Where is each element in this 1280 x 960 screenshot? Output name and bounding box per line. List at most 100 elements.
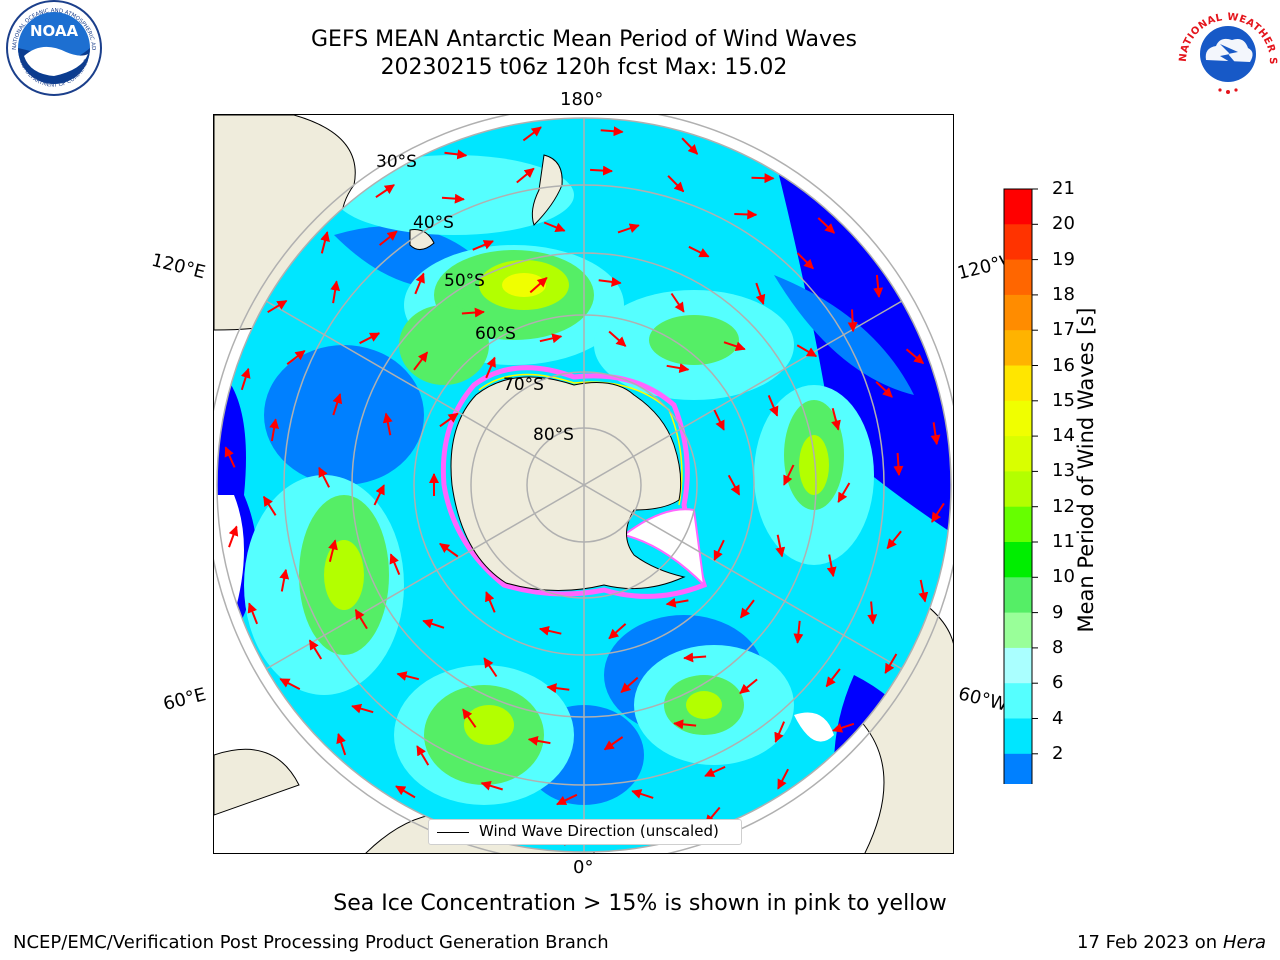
wave-direction-arrow [673, 719, 697, 730]
noaa-logo-text: NOAA [30, 22, 79, 40]
colorbar-segment [1004, 718, 1032, 755]
colorbar-segment [1004, 365, 1032, 402]
wave-direction-arrow [734, 209, 758, 220]
wave-direction-arrow [543, 221, 566, 233]
lat-label-50s: 50°S [444, 271, 485, 291]
wave-direction-arrow [631, 789, 654, 799]
wave-direction-arrow [396, 671, 420, 681]
wave-direction-arrow [382, 412, 393, 436]
wave-direction-arrow [483, 657, 498, 678]
wave-direction-arrow [267, 299, 288, 314]
wave-direction-arrow [918, 579, 929, 603]
wave-direction-arrow [485, 356, 496, 379]
wave-direction-arrow [727, 474, 741, 496]
lat-label-80s: 80°S [533, 425, 574, 445]
lat-label-70s: 70°S [503, 375, 544, 395]
lon-label-180: 180° [560, 89, 604, 110]
map-subtitle: 20230215 t06z 120h fcst Max: 15.02 [380, 55, 788, 80]
colorbar-tick-12: 12 [1052, 495, 1075, 517]
colorbar-segment [1004, 612, 1032, 649]
nws-logo: NATIONAL WEATHER SERVICE [1172, 0, 1280, 104]
lon-label-60w: 60°W [956, 683, 1010, 716]
colorbar-segment [1004, 259, 1032, 296]
wave-direction-arrow [608, 330, 627, 347]
wave-direction-arrow [683, 652, 707, 663]
wave-direction-arrow [529, 277, 548, 294]
wave-direction-arrow [354, 608, 368, 630]
wave-direction-arrow [262, 495, 277, 516]
wave-direction-arrow [527, 735, 551, 746]
colorbar-segment [1004, 647, 1032, 684]
wave-direction-arrow [774, 721, 786, 743]
wave-direction-arrow [416, 745, 430, 766]
wave-direction-arrow [414, 272, 425, 295]
wave-direction-arrow [539, 333, 563, 344]
wave-direction-arrow [472, 240, 494, 251]
wave-direction-arrow [395, 785, 416, 799]
wave-direction-arrow [777, 768, 789, 790]
wave-direction-arrow [373, 484, 385, 506]
wave-direction-arrow [413, 351, 429, 371]
wave-direction-arrow [330, 280, 341, 304]
wave-direction-arrow [439, 412, 459, 428]
wave-direction-arrow [546, 683, 570, 694]
wave-direction-arrow [617, 223, 640, 234]
colorbar-tick-6: 6 [1052, 672, 1064, 694]
antarctica [450, 376, 686, 592]
colorbar-tick-11: 11 [1052, 531, 1075, 552]
wave-direction-arrow [336, 733, 347, 756]
wave-direction-arrow [444, 149, 468, 160]
wave-direction-arrow [666, 363, 690, 373]
sea-ice [440, 365, 708, 599]
wave-direction-arrow [775, 534, 786, 558]
colorbar-segment [1004, 189, 1032, 225]
lat-label-30s: 30°S [376, 152, 417, 172]
wave-direction-arrow [522, 126, 542, 142]
wave-direction-arrow [600, 126, 624, 137]
colorbar-tick-4: 4 [1052, 707, 1064, 729]
wave-direction-arrow [224, 446, 236, 468]
wave-direction-arrow [847, 309, 858, 333]
wave-direction-arrow [723, 341, 746, 352]
colorbar-segment [1004, 330, 1032, 366]
wave-direction-arrow [439, 542, 459, 558]
colorbar-tick-10: 10 [1052, 566, 1075, 588]
wave-direction-arrow [538, 625, 562, 636]
wave-direction-arrow [886, 530, 902, 550]
lon-label-0: 0° [573, 857, 594, 878]
colorbar-segment [1004, 224, 1032, 261]
wave-direction-arrow [873, 274, 884, 298]
wave-direction-arrow [247, 602, 259, 625]
wave-direction-arrow [318, 466, 330, 488]
credit-machine: Hera [1222, 932, 1266, 953]
wave-direction-arrow [826, 554, 837, 578]
wind-wave-arrows [224, 126, 945, 846]
wave-direction-arrow [670, 292, 685, 313]
wave-direction-arrow [269, 418, 280, 442]
wave-direction-arrow [667, 175, 685, 193]
colorbar-segment [1004, 577, 1032, 614]
colorbar-segment [1004, 471, 1032, 508]
wave-direction-arrow [359, 332, 381, 345]
colorbar-tick-8: 8 [1052, 636, 1064, 658]
wave-direction-arrow [556, 793, 578, 806]
sea-ice-footnote: Sea Ice Concentration > 15% is shown in … [333, 891, 947, 916]
wave-direction-arrow [831, 408, 841, 431]
colorbar-tick-21: 21 [1052, 178, 1075, 199]
noaa-logo: NOAA NATIONAL OCEANIC AND ATMOSPHERIC AD… [0, 0, 106, 104]
wave-direction-arrow [240, 367, 251, 391]
wave-direction-arrow [375, 184, 395, 199]
lat-label-60s: 60°S [475, 324, 516, 344]
colorbar-tick-20: 20 [1052, 213, 1075, 235]
colorbar-segment [1004, 683, 1032, 719]
wave-direction-arrow [332, 393, 343, 416]
wave-direction-arrow [351, 703, 374, 714]
wave-direction-arrow [867, 601, 878, 625]
colorbar-tick-2: 2 [1052, 742, 1064, 764]
map-legend: Wind Wave Direction (unscaled) [428, 819, 742, 845]
wave-direction-arrow [931, 502, 945, 523]
wave-direction-arrow [480, 780, 503, 791]
wave-direction-arrow [832, 722, 855, 733]
colorbar-segment [1004, 436, 1032, 472]
wave-direction-arrow [308, 639, 323, 660]
